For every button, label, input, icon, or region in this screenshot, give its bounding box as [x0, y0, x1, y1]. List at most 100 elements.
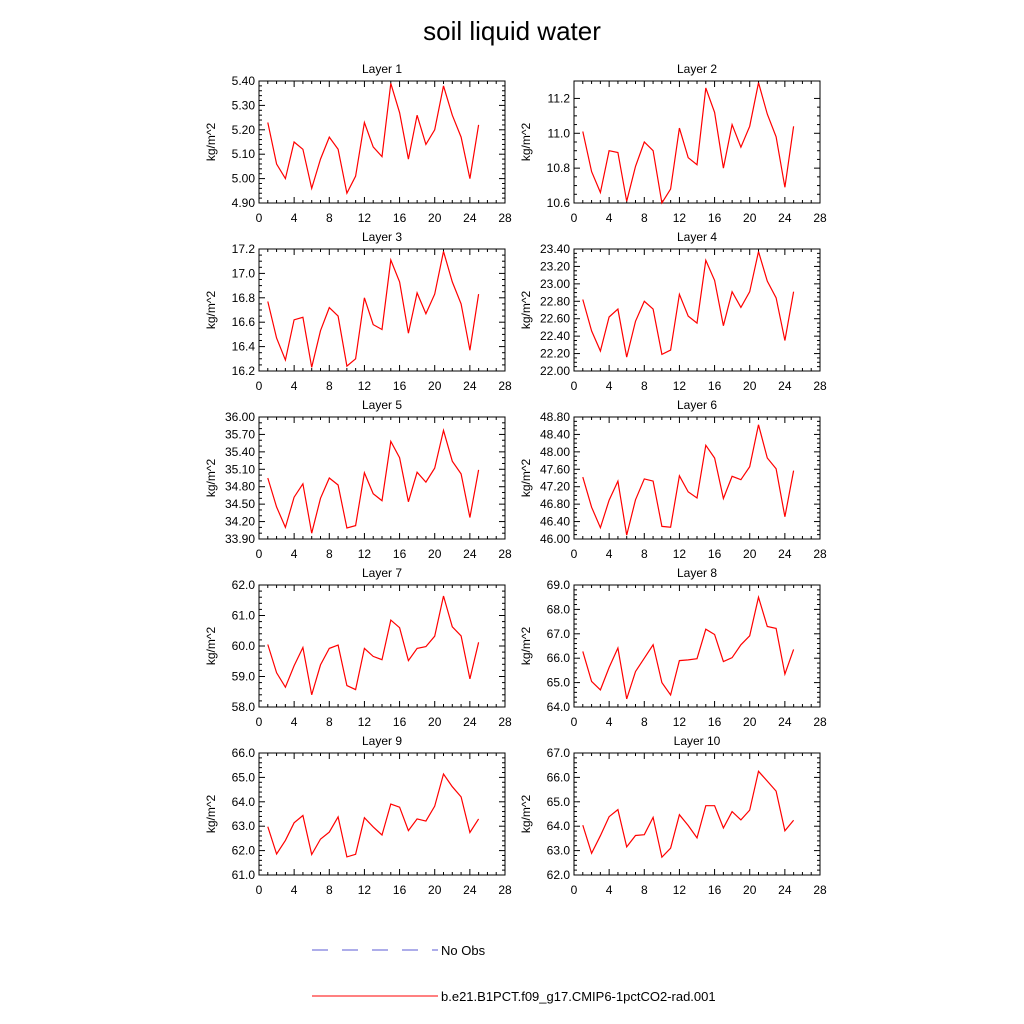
- series-line-layer-5: [267, 428, 480, 534]
- panel-layer-1: Layer 1 kg/m^2 0 4 8 12 16 20 24 28 4.90 5.00 5.10 5.…: [204, 62, 512, 225]
- y-tick-label: 23.40: [540, 242, 570, 256]
- x-tick-label: 4: [291, 715, 298, 729]
- y-tick-label: 62.0: [232, 578, 256, 592]
- x-tick-label: 24: [778, 211, 792, 225]
- y-axis-label-layer-3: kg/m^2: [204, 291, 218, 330]
- x-tick-label: 4: [291, 547, 298, 561]
- series-line-layer-7: [267, 595, 480, 695]
- y-tick-label: 22.40: [540, 329, 570, 343]
- x-tick-label: 12: [673, 379, 687, 393]
- y-tick-label: 48.00: [540, 445, 570, 459]
- y-tick-label: 35.70: [225, 427, 255, 441]
- y-tick-label: 63.0: [232, 819, 256, 833]
- x-tick-label: 28: [813, 547, 827, 561]
- x-tick-label: 0: [256, 715, 263, 729]
- y-tick-label: 22.60: [540, 312, 570, 326]
- x-tick-label: 24: [778, 379, 792, 393]
- plot-frame-layer-3: [258, 248, 506, 372]
- y-tick-label: 58.0: [232, 700, 256, 714]
- x-tick-label: 24: [463, 379, 477, 393]
- x-tick-label: 16: [708, 547, 722, 561]
- x-tick-label: 8: [641, 211, 648, 225]
- y-tick-label: 36.00: [225, 410, 255, 424]
- y-tick-label: 69.0: [547, 578, 571, 592]
- y-tick-label: 5.30: [232, 98, 256, 112]
- panel-title-layer-9: Layer 9: [362, 734, 402, 748]
- x-tick-label: 28: [498, 883, 512, 897]
- x-tick-label: 20: [743, 211, 757, 225]
- x-tick-label: 20: [428, 547, 442, 561]
- series-line-layer-10: [582, 770, 795, 859]
- y-tick-label: 61.0: [232, 609, 256, 623]
- x-tick-label: 0: [256, 883, 263, 897]
- y-axis-label-layer-6: kg/m^2: [519, 459, 533, 498]
- x-tick-label: 0: [256, 547, 263, 561]
- plot-frame-layer-6: [573, 416, 821, 540]
- x-tick-label: 8: [641, 379, 648, 393]
- y-tick-label: 16.6: [232, 315, 256, 329]
- y-tick-label: 63.0: [547, 844, 571, 858]
- series-line-layer-6: [582, 424, 795, 536]
- x-tick-label: 28: [813, 883, 827, 897]
- x-tick-label: 28: [813, 211, 827, 225]
- y-tick-label: 60.0: [232, 639, 256, 653]
- y-axis-label-layer-8: kg/m^2: [519, 627, 533, 666]
- x-tick-label: 16: [393, 379, 407, 393]
- y-tick-label: 34.20: [225, 515, 255, 529]
- x-tick-label: 28: [498, 715, 512, 729]
- plot-frame-layer-1: [258, 80, 506, 204]
- panel-title-layer-6: Layer 6: [677, 398, 717, 412]
- x-tick-label: 28: [498, 379, 512, 393]
- y-tick-label: 16.8: [232, 291, 256, 305]
- x-tick-label: 16: [393, 715, 407, 729]
- y-tick-label: 4.90: [232, 196, 256, 210]
- x-tick-label: 20: [428, 715, 442, 729]
- panel-layer-4: Layer 4 kg/m^2 0 4 8 12 16 20 24 28 22.00 22.20 22.4…: [519, 230, 827, 393]
- y-tick-label: 65.0: [547, 795, 571, 809]
- series-line-layer-4: [582, 251, 795, 358]
- panel-title-layer-1: Layer 1: [362, 62, 402, 76]
- x-tick-label: 12: [358, 547, 372, 561]
- x-tick-label: 4: [291, 379, 298, 393]
- x-tick-label: 24: [778, 547, 792, 561]
- y-tick-label: 17.2: [232, 242, 256, 256]
- x-tick-label: 4: [291, 883, 298, 897]
- panel-title-layer-8: Layer 8: [677, 566, 717, 580]
- y-tick-label: 68.0: [547, 602, 571, 616]
- y-tick-label: 23.20: [540, 259, 570, 273]
- plot-frame-layer-4: [573, 248, 821, 372]
- x-tick-label: 0: [571, 379, 578, 393]
- y-tick-label: 64.0: [232, 795, 256, 809]
- plot-frame-layer-2: [573, 80, 821, 204]
- y-axis-label-layer-10: kg/m^2: [519, 795, 533, 834]
- x-tick-label: 0: [571, 883, 578, 897]
- x-tick-label: 20: [428, 379, 442, 393]
- y-tick-label: 66.0: [547, 770, 571, 784]
- x-tick-label: 0: [571, 715, 578, 729]
- x-tick-label: 12: [673, 211, 687, 225]
- x-tick-label: 16: [393, 211, 407, 225]
- x-tick-label: 12: [673, 883, 687, 897]
- y-tick-label: 16.2: [232, 364, 256, 378]
- y-axis-label-layer-2: kg/m^2: [519, 123, 533, 162]
- x-tick-label: 24: [463, 715, 477, 729]
- x-tick-label: 0: [256, 211, 263, 225]
- y-tick-label: 5.20: [232, 123, 256, 137]
- y-tick-label: 66.0: [547, 651, 571, 665]
- y-tick-label: 33.90: [225, 532, 255, 546]
- x-tick-label: 12: [358, 715, 372, 729]
- panel-layer-9: Layer 9 kg/m^2 0 4 8 12 16 20 24 28 61.0 62.0 63.0 64…: [204, 734, 512, 897]
- y-tick-label: 22.80: [540, 294, 570, 308]
- series-line-layer-1: [267, 83, 480, 196]
- panel-layer-8: Layer 8 kg/m^2 0 4 8 12 16 20 24 28 64.0 65.0 66.0 67…: [519, 566, 827, 729]
- panel-title-layer-4: Layer 4: [677, 230, 717, 244]
- y-tick-label: 22.00: [540, 364, 570, 378]
- y-tick-label: 23.00: [540, 277, 570, 291]
- x-tick-label: 8: [326, 715, 333, 729]
- y-tick-label: 11.2: [548, 91, 571, 105]
- y-tick-label: 46.40: [540, 515, 570, 529]
- x-tick-label: 12: [673, 547, 687, 561]
- figure-title: soil liquid water: [423, 16, 601, 46]
- y-tick-label: 17.0: [232, 266, 256, 280]
